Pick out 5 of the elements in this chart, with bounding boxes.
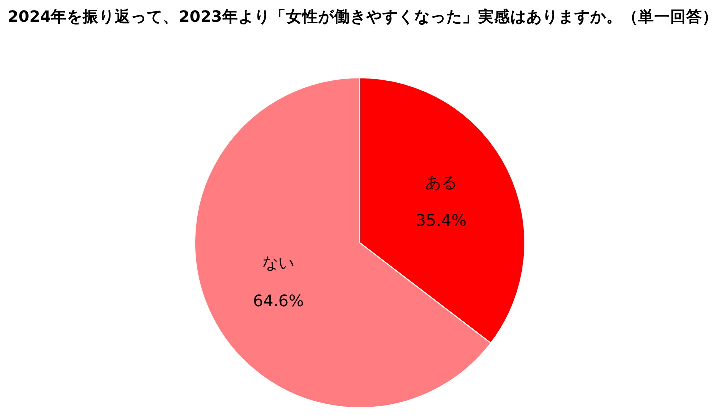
data-label: 35.4%: [416, 211, 467, 230]
chart-title: 2024年を振り返って、2023年より「女性が働きやすくなった」実感はありますか。（単一回答）: [8, 7, 718, 26]
data-label: 64.6%: [253, 292, 304, 311]
slice-label: ない: [262, 254, 295, 273]
slice-label: ある: [425, 173, 458, 192]
